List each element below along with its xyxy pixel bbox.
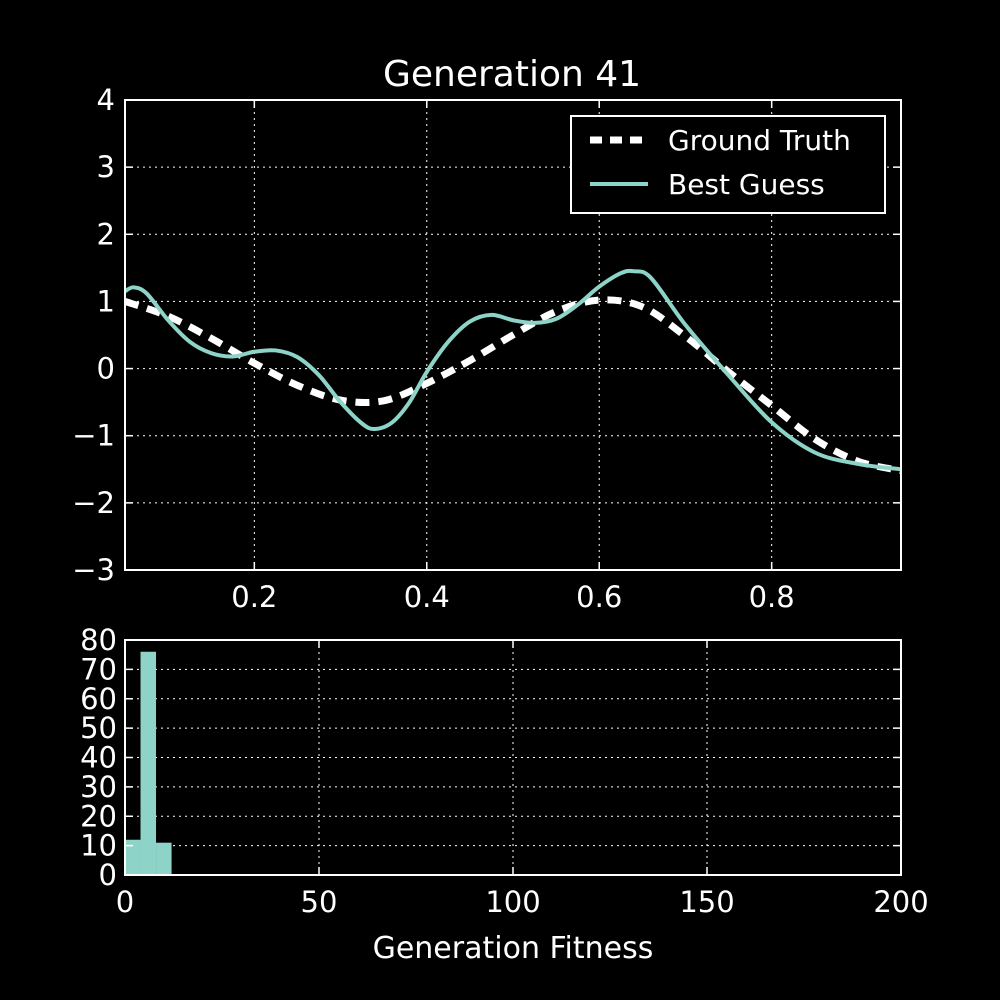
bottom-bars [125,651,172,875]
top-y-tick-label: −1 [72,419,115,453]
bottom-x-tick-label: 200 [873,885,928,919]
chart-title: Generation 41 [383,54,641,95]
bottom-y-tick-label: 20 [80,799,117,833]
bottom-x-tick-label: 0 [116,885,134,919]
ground-truth-line [125,296,901,475]
bottom-x-tick-label: 150 [679,885,734,919]
top-series [125,268,901,475]
top-y-tick-label: 3 [97,150,115,184]
bottom-y-tick-label: 50 [80,711,117,745]
best-guess-line [125,268,901,472]
top-axes-frame [124,99,902,571]
top-y-tick-label: −2 [72,486,115,520]
histogram-bar [125,839,141,875]
bottom-y-tick-label: 30 [80,770,117,804]
top-x-tick-label: 0.8 [749,580,795,614]
bottom-y-tick-label: 60 [80,682,117,716]
bottom-x-axis-label: Generation Fitness [373,931,654,966]
top-x-tick-label: 0.6 [576,580,622,614]
bottom-x-tick-label: 50 [301,885,338,919]
legend-ground-truth-label: Ground Truth [668,124,851,157]
top-ticks: 0.2 0.4 0.6 0.8 −3 −2 −1 0 1 2 3 4 [72,83,901,614]
bottom-x-tick-label: 100 [485,885,540,919]
top-y-tick-label: 4 [97,83,115,117]
top-y-tick-label: 1 [97,284,115,318]
bottom-y-tick-label: 0 [99,858,117,892]
top-y-tick-label: 2 [97,217,115,251]
bottom-y-tick-label: 80 [80,623,117,657]
bottom-y-tick-label: 10 [80,829,117,863]
histogram-bar [140,651,157,875]
top-y-tick-label: −3 [72,553,115,587]
legend-best-guess-label: Best Guess [668,168,825,201]
legend: Ground Truth Best Guess [570,115,886,214]
top-y-tick-label: 0 [97,352,115,386]
legend-frame [570,115,886,214]
bottom-y-tick-label: 70 [80,652,117,686]
bottom-y-tick-label: 40 [80,741,117,775]
top-x-tick-label: 0.2 [231,580,277,614]
top-x-tick-label: 0.4 [404,580,450,614]
histogram-bar [156,842,172,875]
